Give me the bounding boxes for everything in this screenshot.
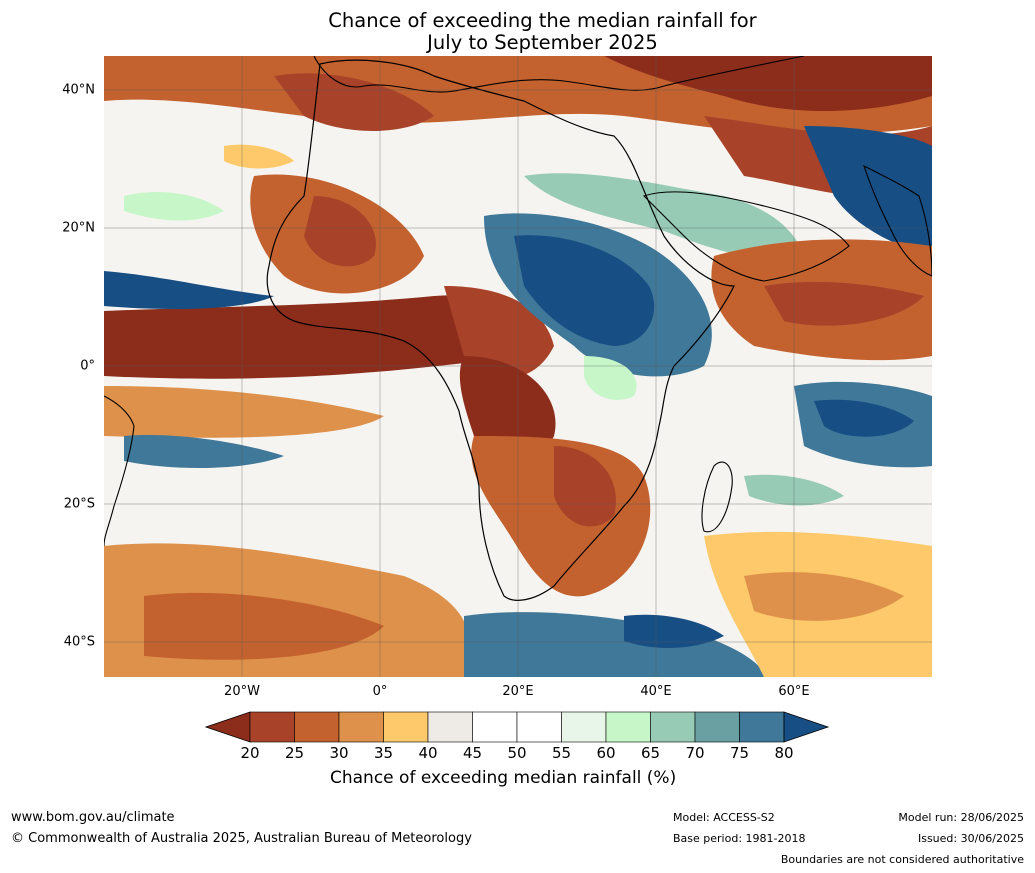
colorbar-segment: [294, 711, 340, 743]
lat-label-0: 0°: [80, 358, 95, 374]
website-link[interactable]: www.bom.gov.au/climate: [11, 810, 175, 825]
colorbar-arrow-high: [783, 711, 830, 743]
colorbar: [204, 710, 830, 744]
lat-label-20s: 20°S: [63, 496, 95, 512]
map-canvas: [104, 56, 932, 677]
colorbar-arrow-low: [204, 711, 251, 743]
colorbar-tick-label: 70: [685, 744, 705, 762]
model-run-text: Model run: 28/06/2025: [898, 811, 1024, 824]
africa-coastline: [266, 59, 735, 601]
colorbar-tick-label: 45: [462, 744, 483, 762]
colorbar-segment: [739, 711, 785, 743]
colorbar-segment: [249, 711, 295, 743]
title-line-2: July to September 2025: [427, 31, 658, 54]
colorbar-tick-label: 65: [640, 744, 661, 762]
probability-fields: [104, 56, 932, 677]
lat-label-20n: 20°N: [62, 220, 95, 236]
madagascar-coastline: [701, 461, 733, 533]
colorbar-segment: [561, 711, 607, 743]
colorbar-tick-label: 80: [774, 744, 794, 762]
south-america-coastline: [104, 395, 135, 547]
base-period-text: Base period: 1981-2018: [673, 832, 806, 845]
colorbar-tick-label: 25: [284, 744, 305, 762]
colorbar-tick-label: 30: [329, 744, 349, 762]
europe-coastline: [313, 56, 805, 93]
lon-label-0: 0°: [372, 684, 388, 699]
colorbar-label: Chance of exceeding median rainfall (%): [330, 768, 677, 788]
copyright-text: © Commonwealth of Australia 2025, Austra…: [11, 831, 472, 846]
title-line-1: Chance of exceeding the median rainfall …: [328, 9, 757, 32]
lon-label-60e: 60°E: [778, 684, 810, 699]
colorbar-segment: [383, 711, 429, 743]
rainfall-map: [104, 56, 932, 677]
arabia-coastline: [642, 191, 850, 282]
colorbar-tick-label: 60: [596, 744, 616, 762]
model-text: Model: ACCESS-S2: [673, 811, 775, 824]
lon-label-40e: 40°E: [640, 684, 672, 699]
colorbar-svg: [204, 711, 830, 743]
colorbar-segment: [516, 711, 562, 743]
lat-label-40s: 40°S: [63, 634, 95, 650]
colorbar-segment: [338, 711, 384, 743]
issued-text: Issued: 30/06/2025: [917, 832, 1024, 845]
colorbar-tick-label: 75: [729, 744, 750, 762]
colorbar-segment: [472, 711, 518, 743]
colorbar-segment: [605, 711, 651, 743]
disclaimer-text: Boundaries are not considered authoritat…: [780, 853, 1024, 866]
colorbar-tick-label: 35: [373, 744, 394, 762]
map-title: Chance of exceeding the median rainfall …: [0, 10, 1035, 54]
lon-label-20w: 20°W: [224, 684, 260, 699]
lat-label-40n: 40°N: [62, 82, 95, 98]
colorbar-tick-label: 55: [551, 744, 572, 762]
graticule: [104, 56, 932, 677]
colorbar-segment: [650, 711, 696, 743]
colorbar-tick-label: 50: [507, 744, 527, 762]
lon-label-20e: 20°E: [502, 684, 534, 699]
colorbar-tick-label: 20: [240, 744, 260, 762]
colorbar-segment: [427, 711, 473, 743]
colorbar-segment: [694, 711, 740, 743]
colorbar-tick-label: 40: [418, 744, 438, 762]
